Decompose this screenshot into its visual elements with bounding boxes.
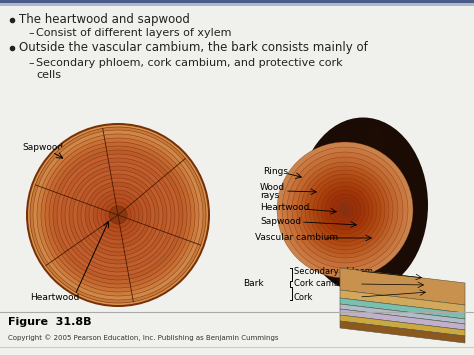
Text: Heartwood: Heartwood: [30, 294, 79, 302]
Ellipse shape: [301, 166, 389, 254]
Bar: [0, 0, 474, 3]
Text: –: –: [28, 58, 34, 68]
Ellipse shape: [61, 158, 175, 272]
Text: rays: rays: [260, 191, 279, 201]
Text: Cork: Cork: [294, 293, 313, 301]
Polygon shape: [340, 304, 465, 324]
Ellipse shape: [26, 123, 210, 307]
Text: –: –: [28, 28, 34, 38]
Text: cells: cells: [36, 70, 61, 80]
Ellipse shape: [53, 150, 183, 280]
Ellipse shape: [277, 142, 413, 278]
Ellipse shape: [105, 202, 131, 228]
Ellipse shape: [85, 182, 151, 248]
Text: The heartwood and sapwood: The heartwood and sapwood: [19, 13, 190, 27]
Ellipse shape: [93, 190, 143, 240]
Text: Cork cambium: Cork cambium: [294, 279, 355, 289]
Ellipse shape: [57, 154, 179, 276]
Ellipse shape: [69, 166, 167, 264]
Ellipse shape: [97, 194, 139, 236]
Text: Figure  31.8B: Figure 31.8B: [8, 317, 91, 327]
Text: Heartwood: Heartwood: [260, 203, 310, 213]
Text: Copyright © 2005 Pearson Education, Inc. Publishing as Benjamin Cummings: Copyright © 2005 Pearson Education, Inc.…: [8, 335, 279, 342]
Bar: [0, 3, 474, 6]
Ellipse shape: [33, 130, 203, 300]
Text: Wood: Wood: [260, 182, 285, 191]
Text: Rings: Rings: [263, 168, 288, 176]
Ellipse shape: [109, 206, 127, 224]
Ellipse shape: [313, 178, 377, 242]
Ellipse shape: [101, 198, 135, 232]
Text: Sapwood: Sapwood: [22, 143, 63, 153]
Ellipse shape: [329, 194, 361, 226]
Ellipse shape: [73, 170, 163, 260]
Text: Secondary phloem, cork cambium, and protective cork: Secondary phloem, cork cambium, and prot…: [36, 58, 343, 68]
Text: Bark: Bark: [243, 279, 264, 289]
Ellipse shape: [309, 174, 381, 246]
Ellipse shape: [282, 147, 408, 273]
Polygon shape: [340, 315, 465, 336]
Ellipse shape: [317, 182, 373, 238]
Ellipse shape: [109, 206, 127, 224]
Ellipse shape: [65, 162, 171, 268]
Ellipse shape: [298, 118, 428, 293]
Ellipse shape: [28, 125, 208, 305]
Ellipse shape: [49, 146, 187, 284]
Text: Consist of different layers of xylem: Consist of different layers of xylem: [36, 28, 231, 38]
Ellipse shape: [321, 186, 369, 234]
Text: Outside the vascular cambium, the bark consists mainly of: Outside the vascular cambium, the bark c…: [19, 42, 368, 55]
Text: Sapwood: Sapwood: [260, 217, 301, 225]
Ellipse shape: [89, 186, 147, 244]
Polygon shape: [340, 268, 465, 305]
Ellipse shape: [45, 142, 191, 288]
Ellipse shape: [41, 138, 195, 292]
Ellipse shape: [287, 152, 403, 268]
Polygon shape: [340, 290, 465, 313]
Polygon shape: [340, 298, 465, 319]
Polygon shape: [340, 309, 465, 330]
Ellipse shape: [81, 178, 155, 252]
Text: Vascular cambium: Vascular cambium: [255, 233, 338, 241]
Ellipse shape: [30, 127, 206, 303]
Ellipse shape: [325, 190, 365, 230]
Ellipse shape: [292, 157, 398, 263]
Ellipse shape: [77, 174, 159, 256]
Ellipse shape: [37, 134, 199, 296]
Ellipse shape: [297, 162, 393, 258]
Ellipse shape: [333, 198, 357, 222]
Text: Secondary phloem: Secondary phloem: [294, 267, 373, 275]
Ellipse shape: [305, 170, 385, 250]
Ellipse shape: [339, 204, 351, 216]
Polygon shape: [340, 321, 465, 343]
Ellipse shape: [337, 202, 353, 218]
Ellipse shape: [360, 122, 390, 297]
